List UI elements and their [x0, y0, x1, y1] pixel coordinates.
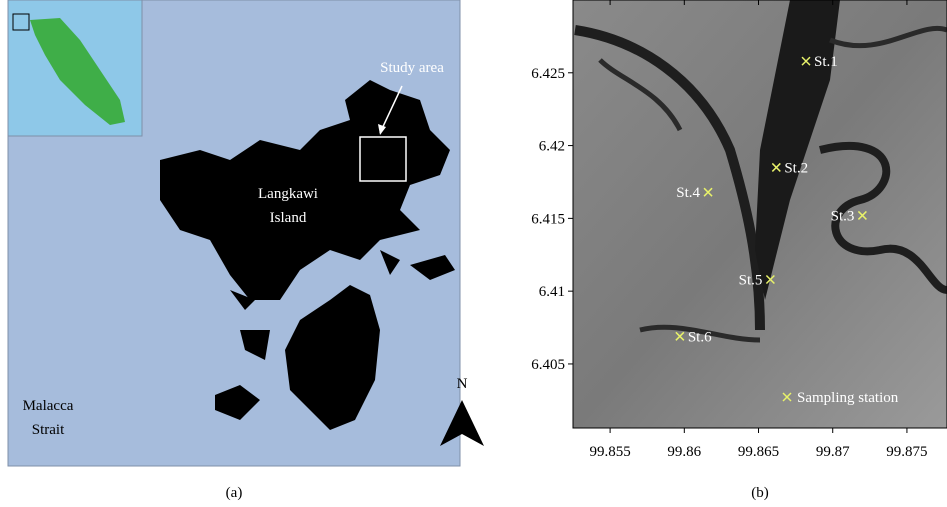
panel-a: Study area Langkawi Island Malacca Strai…	[8, 0, 484, 501]
x-tick-label: 99.86	[667, 444, 701, 460]
study-area-label: Study area	[380, 60, 444, 76]
station-label: St.5	[739, 273, 763, 289]
station-label: St.4	[676, 185, 700, 201]
panel-b: (b) 99.855 99.86 99.865 99.87 99.875 6.405 6.4…	[531, 0, 947, 501]
x-tick-label: 99.875	[886, 444, 927, 460]
station-label: St.2	[784, 160, 808, 176]
north-label: N	[457, 376, 468, 392]
sea-label: Strait	[32, 422, 65, 438]
island-label: Island	[270, 210, 307, 226]
x-tick-label: 99.865	[738, 444, 779, 460]
y-tick-label: 6.41	[539, 284, 565, 300]
y-tick-label: 6.415	[531, 211, 565, 227]
caption: (b)	[751, 485, 769, 501]
legend-label: Sampling station	[797, 390, 899, 406]
x-tick-label: 99.855	[589, 444, 630, 460]
station-label: St.1	[814, 54, 838, 70]
y-tick-label: 6.405	[531, 357, 565, 373]
y-tick-label: 6.42	[539, 139, 565, 155]
x-tick-label: 99.87	[816, 444, 850, 460]
caption: (a)	[226, 485, 243, 501]
station-label: St.6	[688, 329, 712, 345]
figure: Study area Langkawi Island Malacca Strai…	[0, 0, 947, 507]
y-tick-label: 6.425	[531, 66, 565, 82]
station-label: St.3	[831, 208, 855, 224]
island-label: Langkawi	[258, 186, 318, 202]
sea-label: Malacca	[23, 398, 74, 414]
